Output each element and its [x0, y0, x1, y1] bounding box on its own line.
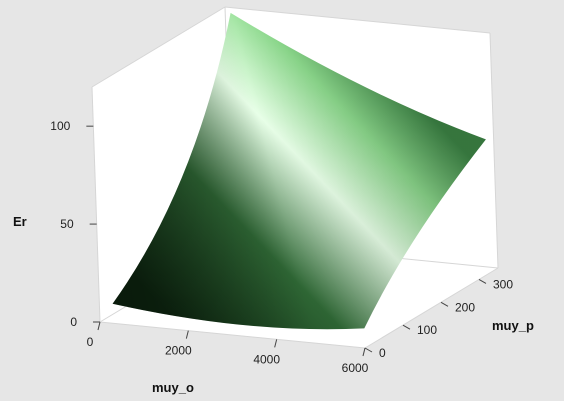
- y-axis: 0 100 200 300: [364, 277, 513, 360]
- z-tick-label: 100: [50, 119, 70, 133]
- x-tick-label: 2000: [165, 344, 192, 358]
- y-tick-label: 300: [493, 277, 513, 291]
- y-tick: [364, 347, 373, 353]
- x-tick-label: 4000: [253, 352, 280, 366]
- x-axis-title: muy_o: [152, 380, 194, 395]
- y-tick: [478, 278, 487, 284]
- z-axis-title: Er: [13, 214, 27, 229]
- z-tick-label: 0: [70, 315, 77, 329]
- y-axis-title: muy_p: [492, 318, 534, 333]
- y-tick-label: 0: [379, 346, 386, 360]
- y-tick: [440, 301, 449, 307]
- box-edge: [91, 6, 226, 88]
- z-tick-label: 50: [60, 217, 74, 231]
- box-edge: [489, 32, 499, 269]
- x-tick-label: 0: [87, 335, 94, 349]
- surface-shading: [112, 12, 486, 330]
- y-tick-label: 100: [417, 323, 437, 337]
- x-tick: [274, 339, 278, 348]
- box-edge: [224, 6, 491, 34]
- x-tick: [185, 330, 189, 339]
- z-axis: 0 50 100: [50, 119, 100, 329]
- x-tick-label: 6000: [342, 361, 369, 375]
- x-tick: [97, 321, 101, 331]
- box-edge: [99, 321, 366, 349]
- y-tick: [402, 324, 411, 330]
- y-tick-label: 200: [455, 300, 475, 314]
- x-axis: 0 2000 4000 6000: [87, 321, 369, 375]
- box-edge: [364, 267, 499, 349]
- x-tick: [362, 347, 366, 357]
